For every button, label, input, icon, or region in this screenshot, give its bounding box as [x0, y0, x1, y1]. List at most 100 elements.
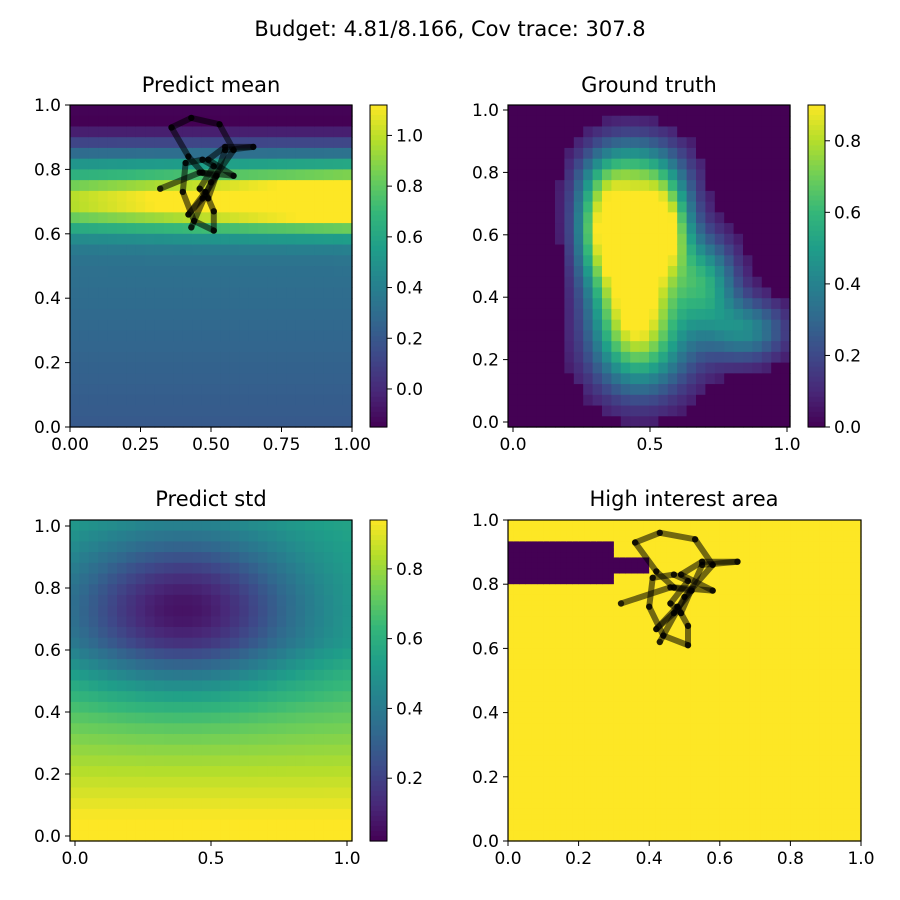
heatmap-cell: [602, 669, 609, 676]
heatmap-cell: [643, 659, 650, 666]
heatmap-cell: [239, 416, 250, 428]
heatmap-cell: [537, 744, 544, 751]
heatmap-cell: [98, 158, 109, 170]
heatmap-cell: [658, 330, 669, 342]
heatmap-cell: [545, 405, 556, 417]
heatmap-cell: [625, 653, 633, 660]
heatmap-cell: [619, 739, 627, 746]
heatmap-cell: [573, 394, 584, 407]
heatmap-cell: [342, 319, 353, 331]
heatmap-cell: [531, 675, 539, 682]
heatmap-cell: [508, 266, 518, 278]
heatmap-cell: [660, 707, 668, 714]
heatmap-cell: [690, 760, 697, 767]
heatmap-cell: [613, 578, 621, 585]
heatmap-cell: [620, 416, 631, 428]
heatmap-cell: [220, 298, 231, 310]
x-tick-label: 0.0: [499, 435, 526, 455]
heatmap-cell: [573, 126, 584, 138]
heatmap-cell: [543, 664, 550, 671]
heatmap-cell: [560, 605, 568, 612]
heatmap-cell: [560, 696, 568, 703]
heatmap-cell: [201, 384, 212, 396]
heatmap-cell: [526, 266, 537, 278]
heatmap-cell: [88, 158, 99, 170]
heatmap-cell: [126, 362, 137, 374]
heatmap-cell: [314, 734, 325, 746]
heatmap-cell: [602, 750, 609, 756]
heatmap-cell: [98, 819, 109, 831]
heatmap-cell: [602, 594, 609, 601]
heatmap-cell: [655, 675, 662, 682]
heatmap-cell: [79, 244, 90, 256]
colorbar-swatch: [370, 585, 387, 591]
heatmap-cell: [276, 362, 287, 374]
heatmap-cell: [596, 536, 603, 542]
heatmap-cell: [513, 760, 521, 767]
heatmap-cell: [267, 530, 278, 542]
heatmap-cell: [314, 776, 325, 789]
heatmap-cell: [543, 835, 550, 842]
heatmap-cell: [667, 266, 678, 278]
heatmap-cell: [164, 201, 174, 213]
heatmap-cell: [592, 137, 603, 149]
heatmap-cell: [619, 755, 627, 762]
heatmap-cell: [508, 276, 518, 289]
heatmap-cell: [752, 105, 763, 117]
heatmap-cell: [107, 233, 118, 246]
heatmap-cell: [305, 520, 315, 532]
heatmap-cell: [602, 760, 609, 767]
heatmap-cell: [608, 707, 615, 714]
heatmap-cell: [211, 276, 221, 289]
colorbar-swatch: [370, 286, 387, 292]
heatmap-cell: [286, 648, 297, 660]
colorbar-swatch: [370, 160, 387, 166]
heatmap-cell: [173, 712, 184, 724]
heatmap-cell: [684, 691, 691, 698]
heatmap-cell: [536, 233, 547, 246]
heatmap-cell: [164, 233, 174, 246]
heatmap-cell: [220, 520, 231, 532]
heatmap-cell: [666, 717, 674, 724]
heatmap-cell: [555, 669, 562, 676]
heatmap-cell: [519, 530, 527, 537]
heatmap-cell: [631, 637, 639, 644]
heatmap-cell: [517, 255, 528, 267]
heatmap-cell: [126, 416, 137, 428]
heatmap-cell: [117, 766, 127, 778]
heatmap-cell: [107, 308, 118, 321]
heatmap-cell: [678, 744, 686, 751]
heatmap-cell: [655, 594, 662, 601]
heatmap-cell: [584, 648, 591, 655]
heatmap-cell: [572, 669, 580, 676]
heatmap-cell: [705, 212, 716, 224]
heatmap-cell: [672, 803, 680, 810]
heatmap-cell: [154, 637, 165, 649]
heatmap-cell: [583, 137, 594, 149]
heatmap-cell: [620, 266, 631, 278]
x-tick-label: 1.0: [333, 849, 360, 869]
heatmap-cell: [566, 594, 574, 601]
heatmap-cell: [714, 190, 725, 203]
heatmap-cell: [637, 798, 644, 805]
colorbar-swatch: [370, 590, 387, 596]
colorbar: 0.00.20.40.60.8: [807, 104, 861, 438]
heatmap-cell: [536, 266, 547, 278]
heatmap-cell: [117, 287, 127, 299]
heatmap-cell: [655, 814, 662, 821]
heatmap-cell: [519, 605, 527, 612]
heatmap-cell: [643, 755, 650, 762]
heatmap-cell: [649, 669, 656, 676]
heatmap-cell: [658, 255, 669, 267]
heatmap-cell: [771, 158, 782, 170]
heatmap-cell: [229, 701, 240, 714]
heatmap-cell: [201, 584, 212, 596]
heatmap-cell: [517, 298, 528, 310]
heatmap-cell: [602, 330, 612, 342]
heatmap-cell: [305, 530, 315, 542]
heatmap-cell: [98, 830, 109, 842]
heatmap-cell: [286, 394, 297, 407]
heatmap-cell: [573, 330, 584, 342]
heatmap-cell: [637, 637, 644, 644]
heatmap-cell: [625, 766, 633, 773]
